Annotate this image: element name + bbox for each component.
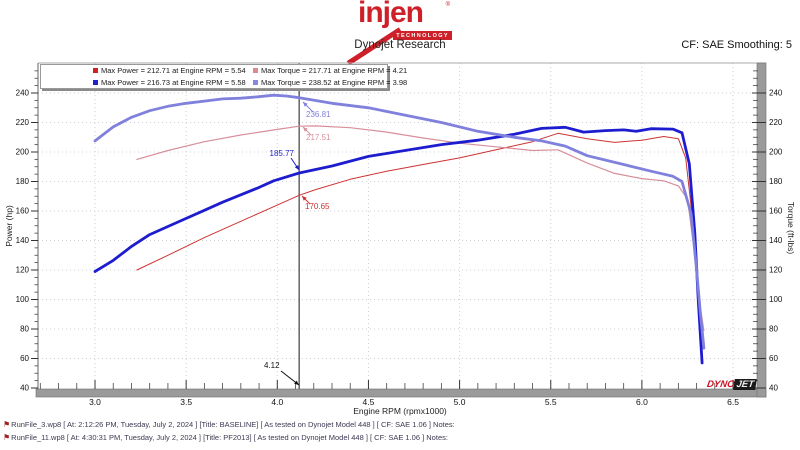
svg-text:220: 220	[769, 118, 783, 127]
svg-text:40: 40	[20, 384, 29, 393]
legend-entry-pf2013-torque: Max Torque = 238.52 at Engine RPM = 3.98	[253, 78, 407, 87]
svg-text:220: 220	[16, 118, 30, 127]
svg-text:80: 80	[20, 325, 29, 334]
legend-swatch-lightblue	[253, 79, 258, 85]
svg-text:6.5: 6.5	[727, 397, 739, 407]
run-flag-icon: ⚑	[3, 433, 11, 442]
legend-swatch-blue	[93, 79, 98, 85]
svg-text:5.0: 5.0	[454, 397, 466, 407]
legend-entry-pf2013-power: Max Power = 216.73 at Engine RPM = 5.58	[93, 78, 253, 87]
svg-text:4.0: 4.0	[271, 397, 283, 407]
svg-text:240: 240	[16, 89, 30, 98]
svg-text:Torque (ft-lbs): Torque (ft-lbs)	[786, 202, 796, 255]
svg-text:180: 180	[769, 177, 783, 186]
legend-label: Max Torque = 238.52 at Engine RPM = 3.98	[261, 77, 408, 87]
cursor-value-torque-baseline: 217.51	[306, 133, 331, 142]
legend-label: Max Torque = 217.71 at Engine RPM = 4.21	[261, 66, 408, 76]
svg-text:3.5: 3.5	[180, 397, 192, 407]
run-info-footer: ⚑RunFile_3.wp8 [ At: 2:12:26 PM, Tuesday…	[3, 418, 797, 444]
chart-legend: Max Power = 212.71 at Engine RPM = 5.54 …	[40, 64, 407, 89]
svg-text:4.5: 4.5	[363, 397, 375, 407]
run-details: [ At: 2:12:26 PM, Tuesday, July 2, 2024 …	[61, 420, 455, 429]
svg-text:Engine RPM (rpmx1000): Engine RPM (rpmx1000)	[353, 406, 447, 416]
dynojet-watermark-jet: JET	[733, 379, 757, 390]
injen-logo: injen ® TECHNOLOGY	[346, 0, 452, 65]
legend-swatch-red	[93, 68, 98, 74]
svg-text:100: 100	[769, 295, 783, 304]
run-file-name: RunFile_3.wp8	[11, 420, 62, 429]
smoothing-setting: CF: SAE Smoothing: 5	[681, 39, 792, 51]
svg-text:5.5: 5.5	[545, 397, 557, 407]
cursor-value-power-pf2013: 185.77	[269, 149, 294, 158]
svg-text:140: 140	[769, 236, 783, 245]
legend-swatch-pink	[253, 68, 258, 74]
injen-logo-tagline: TECHNOLOGY	[393, 31, 452, 40]
svg-text:180: 180	[16, 177, 30, 186]
registered-mark: ®	[445, 2, 450, 8]
svg-text:200: 200	[769, 148, 783, 157]
svg-text:3.0: 3.0	[89, 397, 101, 407]
cursor-value-power-baseline: 170.65	[305, 202, 330, 211]
svg-text:Power (hp): Power (hp)	[4, 205, 14, 247]
cursor-value-torque-pf2013: 236.81	[306, 110, 331, 119]
run-flag-icon: ⚑	[3, 420, 11, 429]
run-info-row: ⚑RunFile_11.wp8 [ At: 4:30:31 PM, Tuesda…	[3, 431, 797, 444]
legend-label: Max Power = 216.73 at Engine RPM = 5.58	[101, 77, 246, 87]
svg-text:120: 120	[769, 266, 783, 275]
run-info-row: ⚑RunFile_3.wp8 [ At: 2:12:26 PM, Tuesday…	[3, 418, 797, 431]
svg-text:200: 200	[16, 148, 30, 157]
svg-text:100: 100	[16, 295, 30, 304]
svg-text:6.0: 6.0	[636, 397, 648, 407]
run-details: [ At: 4:30:31 PM, Tuesday, July 2, 2024 …	[64, 433, 448, 442]
svg-text:40: 40	[769, 384, 778, 393]
legend-entry-baseline-torque: Max Torque = 217.71 at Engine RPM = 4.21	[253, 66, 407, 75]
dynojet-watermark: DYNOJET	[706, 379, 757, 390]
legend-label: Max Power = 212.71 at Engine RPM = 5.54	[101, 66, 246, 76]
svg-text:140: 140	[16, 236, 30, 245]
injen-logo-text: injen	[358, 0, 424, 29]
report-subtitle: Dynojet Research	[354, 39, 446, 51]
svg-text:60: 60	[20, 354, 29, 363]
svg-text:80: 80	[769, 325, 778, 334]
svg-text:120: 120	[16, 266, 30, 275]
svg-text:160: 160	[16, 207, 30, 216]
svg-text:60: 60	[769, 354, 778, 363]
cursor-rpm-label: 4.12	[264, 361, 280, 370]
dynojet-watermark-dyno: DYNO	[706, 379, 736, 390]
svg-text:160: 160	[769, 207, 783, 216]
run-file-name: RunFile_11.wp8	[11, 433, 65, 442]
svg-text:240: 240	[769, 89, 783, 98]
legend-entry-baseline-power: Max Power = 212.71 at Engine RPM = 5.54	[93, 66, 253, 75]
